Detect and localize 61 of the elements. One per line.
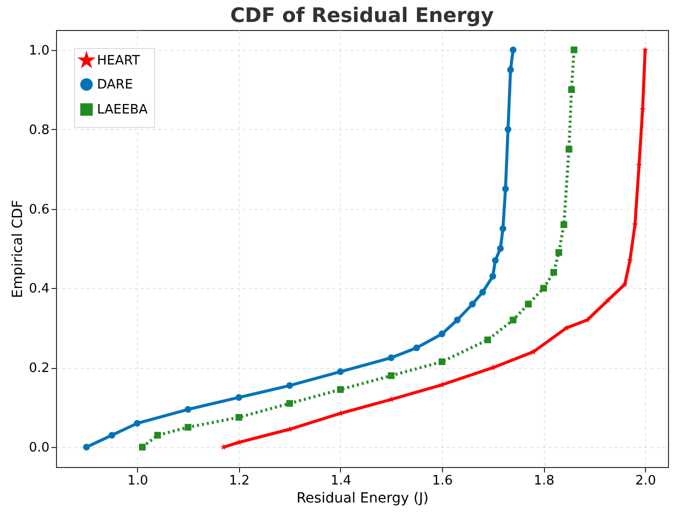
point bbox=[540, 284, 547, 292]
point bbox=[510, 46, 516, 54]
legend-label: LAEEBA bbox=[97, 102, 148, 118]
point bbox=[388, 372, 395, 379]
point bbox=[454, 316, 461, 324]
point bbox=[337, 368, 344, 375]
point bbox=[413, 344, 420, 352]
point bbox=[138, 444, 146, 450]
point bbox=[584, 316, 590, 323]
y-tick-label: 1.0 bbox=[28, 43, 50, 58]
point bbox=[184, 424, 192, 431]
y-tick-label: 0.4 bbox=[28, 282, 50, 297]
point bbox=[286, 400, 293, 407]
point bbox=[388, 354, 395, 362]
point bbox=[566, 146, 572, 153]
y-tick-label: 0.2 bbox=[28, 361, 50, 376]
point bbox=[235, 414, 242, 421]
y-tick-label: 0.6 bbox=[28, 202, 50, 218]
point bbox=[555, 249, 562, 256]
point bbox=[489, 272, 496, 280]
point bbox=[604, 296, 612, 303]
point bbox=[337, 386, 344, 393]
point bbox=[286, 426, 293, 432]
point bbox=[184, 406, 192, 413]
x-tick-label: 1.2 bbox=[228, 474, 250, 488]
point bbox=[83, 444, 90, 450]
point bbox=[492, 257, 499, 264]
point bbox=[479, 288, 486, 296]
point bbox=[502, 186, 509, 192]
point bbox=[438, 330, 446, 338]
x-tick-label: 1.8 bbox=[534, 474, 554, 488]
point bbox=[108, 432, 116, 439]
point bbox=[510, 316, 516, 324]
point bbox=[438, 358, 446, 366]
point bbox=[524, 300, 532, 308]
x-tick-label: 1.4 bbox=[330, 474, 352, 488]
point bbox=[507, 66, 514, 74]
chart-title: CDF of Residual Energy bbox=[230, 3, 494, 27]
point bbox=[568, 86, 575, 93]
legend-label: HEART bbox=[97, 54, 140, 68]
point bbox=[642, 46, 648, 53]
point bbox=[550, 268, 558, 276]
x-tick-label: 1.6 bbox=[432, 474, 453, 488]
x-axis-title: Residual Energy (J) bbox=[296, 490, 429, 506]
point bbox=[500, 225, 506, 232]
y-tick-label: 0.8 bbox=[28, 122, 50, 138]
point bbox=[154, 432, 161, 439]
y-tick-label: 0.0 bbox=[28, 440, 50, 456]
point bbox=[469, 300, 476, 308]
x-tick-label: 1.0 bbox=[127, 474, 148, 488]
x-tick-label: 2.0 bbox=[635, 474, 656, 488]
legend-label: DARE bbox=[97, 78, 133, 92]
point bbox=[484, 336, 492, 344]
point bbox=[504, 126, 512, 133]
point bbox=[570, 46, 578, 54]
point bbox=[497, 245, 504, 252]
y-axis-title: Empirical CDF bbox=[10, 200, 26, 298]
point bbox=[235, 394, 242, 401]
point bbox=[560, 221, 568, 228]
point bbox=[134, 420, 141, 427]
point bbox=[286, 382, 293, 389]
